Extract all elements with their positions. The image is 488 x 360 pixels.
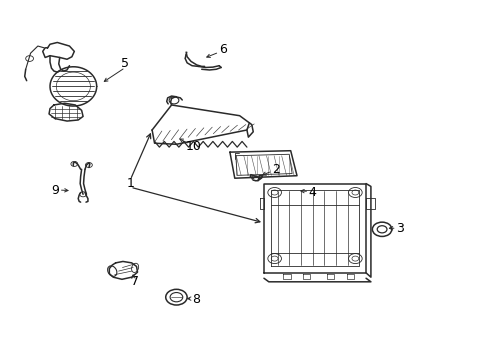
Text: 1: 1 (126, 177, 134, 190)
Text: 10: 10 (185, 140, 201, 153)
Text: 6: 6 (218, 43, 226, 56)
Text: 9: 9 (51, 184, 59, 197)
Circle shape (348, 253, 362, 264)
Circle shape (267, 188, 281, 198)
Text: 2: 2 (272, 163, 280, 176)
Circle shape (348, 188, 362, 198)
Text: 5: 5 (121, 57, 129, 71)
Text: 7: 7 (131, 275, 139, 288)
Text: 4: 4 (308, 186, 316, 199)
Circle shape (267, 253, 281, 264)
Text: 8: 8 (191, 293, 200, 306)
Text: 3: 3 (395, 222, 403, 235)
